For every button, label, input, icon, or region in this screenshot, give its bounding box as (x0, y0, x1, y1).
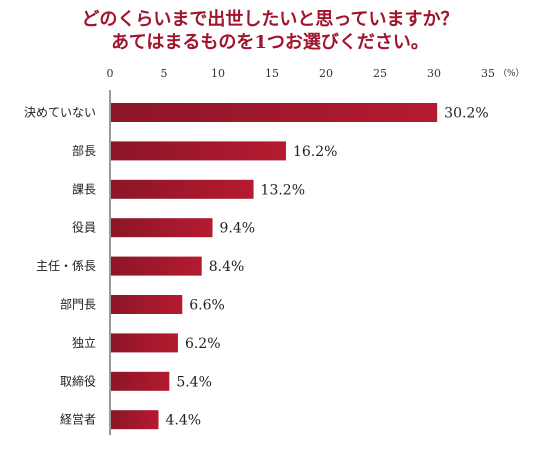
bar-row: 経営者 4.4% (60, 410, 202, 430)
category-label: 決めていない (24, 106, 96, 120)
category-label: 経営者 (60, 413, 96, 427)
value-label: 4.4% (166, 413, 202, 429)
bar (111, 218, 213, 238)
bar-row: 主任・係長 8.4% (36, 256, 245, 276)
x-axis: 0 5 10 15 20 25 30 35 （%） (107, 67, 525, 436)
category-label: 主任・係長 (36, 259, 96, 273)
x-tick-label: 25 (373, 67, 387, 80)
x-tick-label: 10 (211, 67, 225, 80)
bar-row: 役員 9.4% (72, 218, 256, 238)
category-label: 役員 (72, 220, 96, 235)
x-tick-label: 15 (265, 67, 279, 80)
bar (111, 410, 159, 430)
bar-row: 取締役 5.4% (60, 371, 212, 391)
category-label: 取締役 (60, 373, 96, 388)
x-tick-label: 35 (481, 67, 495, 80)
x-tick-label: 20 (319, 67, 333, 80)
chart-title: どのくらいまで出世したいと思っていますか？ あてはまるものを1つお選びください。 (0, 8, 540, 54)
bar (111, 371, 170, 391)
bar (111, 179, 254, 199)
value-label: 5.4% (176, 374, 212, 390)
category-label: 課長 (72, 181, 96, 196)
value-label: 6.6% (189, 298, 225, 314)
bar-row: 独立 6.2% (72, 333, 221, 353)
x-axis-unit: （%） (498, 68, 525, 79)
value-label: 30.2% (444, 106, 488, 122)
chart-title-line-2: あてはまるものを1つお選びください。 (111, 32, 429, 53)
x-tick-label: 5 (161, 67, 168, 80)
value-label: 13.2% (261, 182, 305, 198)
category-label: 独立 (72, 335, 96, 350)
value-label: 9.4% (220, 221, 256, 237)
bar (111, 256, 202, 276)
chart-title-line-1: どのくらいまで出世したいと思っていますか？ (81, 9, 459, 30)
bar-row: 部門長 6.6% (60, 295, 225, 314)
value-label: 8.4% (209, 259, 245, 275)
x-tick-label: 0 (107, 67, 114, 80)
bar (111, 103, 438, 122)
bar-row: 部長 16.2% (72, 141, 337, 161)
bar (111, 295, 183, 314)
bar-row: 決めていない 30.2% (24, 103, 489, 122)
bar-row: 課長 13.2% (72, 179, 305, 199)
bar (111, 141, 286, 161)
category-label: 部門長 (60, 297, 96, 312)
value-label: 6.2% (185, 336, 221, 352)
bars: 決めていない 30.2% 部長 16.2% 課長 13.2% 役員 9.4% 主任・係長 8.4%… (24, 103, 489, 430)
value-label: 16.2% (293, 144, 337, 160)
category-label: 部長 (72, 143, 96, 158)
bar (111, 333, 178, 353)
x-tick-label: 30 (427, 67, 441, 80)
